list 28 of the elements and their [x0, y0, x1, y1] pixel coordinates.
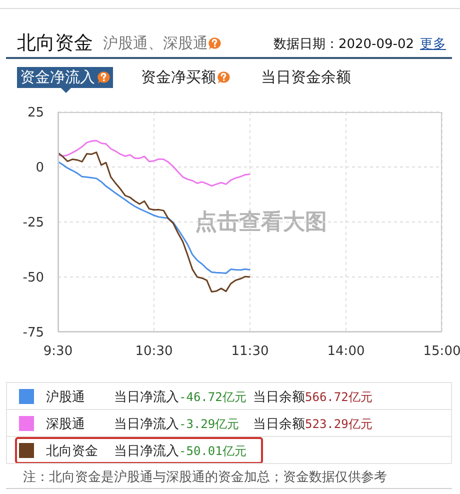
x-tick-label: 15:00 — [423, 344, 460, 360]
text: 当日余额523.29亿元 — [253, 417, 372, 432]
text: 当日余额566.72亿元 — [253, 390, 372, 405]
legend-label: 北向资金 — [46, 443, 98, 460]
y-tick-label: -50 — [22, 270, 44, 286]
text: 注：北向资金是沪股通与深股通的资金加总；资金数据仅供参考 — [23, 469, 387, 486]
chart-title: 北向资金 — [17, 31, 93, 56]
text: 数据日期：2020-09-02 — [273, 36, 414, 53]
text: 当日净流入-50.01亿元 — [114, 444, 246, 459]
legend-label: 沪股通 — [46, 389, 85, 406]
y-tick-label: -75 — [22, 326, 44, 341]
text: 当日资金余额 — [261, 67, 351, 88]
x-tick-label: 11:30 — [231, 344, 269, 360]
text: 当日净流入-3.29亿元 — [114, 417, 240, 432]
y-tick-label: -25 — [22, 216, 44, 231]
line-series — [58, 140, 251, 187]
active-tab: 资金净流入 — [17, 67, 113, 88]
text: 更多 — [420, 36, 446, 53]
y-tick-label: 0 — [36, 160, 44, 176]
x-tick-label: 14:00 — [327, 344, 365, 360]
y-tick-label: 25 — [27, 106, 44, 121]
chart-subtitle: 沪股通、深股通 — [103, 34, 208, 52]
x-tick-label: 9:30 — [43, 344, 73, 360]
legend-label: 深股通 — [46, 416, 85, 433]
annotation: 点击查看大图 — [195, 209, 327, 237]
x-tick-label: 10:30 — [135, 344, 173, 360]
text: 资金净买额 — [141, 67, 216, 88]
text: 当日净流入-46.72亿元 — [114, 390, 246, 405]
